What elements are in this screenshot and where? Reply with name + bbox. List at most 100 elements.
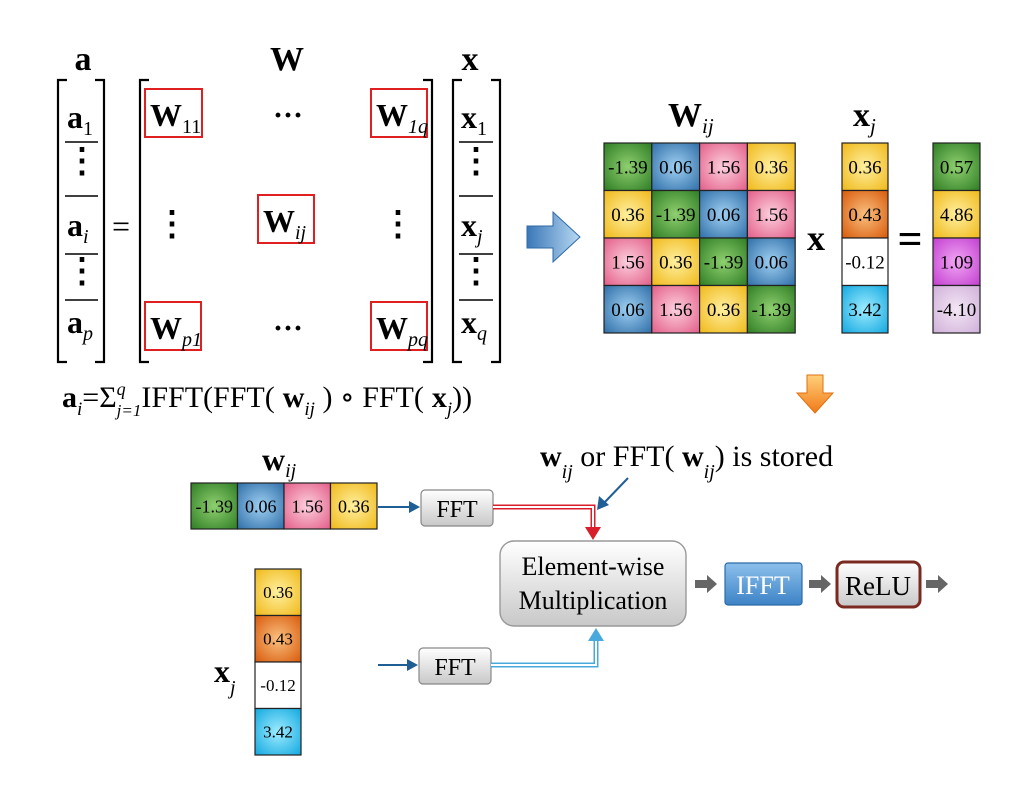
pipeline-x-cell-0: 0.36	[254, 568, 302, 617]
x-vdots: ⋮	[459, 253, 493, 290]
wij-cell-r0c2: 1.56	[698, 142, 748, 192]
pipeline-x-cell-2-value: -0.12	[260, 676, 295, 695]
circulant-formula: ai=Σq j=1IFFT(FFT(wij ) ∘ FFT(xj))	[62, 379, 472, 420]
note-pointer-icon	[597, 496, 609, 510]
block-w1q-highlight	[370, 88, 428, 138]
wij-cell-r1c1-fill	[651, 189, 701, 239]
result-cell-0: 0.57	[932, 142, 981, 192]
xj-cell-1-value: 0.43	[848, 205, 881, 226]
product-equals-sign: =	[897, 215, 922, 264]
result-cell-2-fill	[932, 237, 981, 287]
block-wij: Wij	[263, 203, 307, 244]
pipeline-w-cell-1-fill	[236, 482, 285, 530]
xj-cell-0-fill	[841, 142, 889, 192]
wij-cell-r3c0-value: 0.06	[611, 300, 644, 321]
a-entry-i: ai	[67, 207, 89, 248]
xj-cell-2-value: -0.12	[845, 252, 885, 273]
w-hdots-top: ···	[273, 99, 303, 132]
w-matrix-title: W	[270, 41, 304, 78]
relu-label: ReLU	[845, 571, 911, 601]
wij-cell-r3c1-fill	[651, 284, 701, 334]
pipeline-w-cell-0-fill	[190, 482, 239, 530]
relu-box-shape	[835, 560, 922, 609]
arrow-to-ifft-icon	[695, 575, 717, 593]
block-wpq-highlight	[370, 301, 428, 351]
wij-cell-r0c0-value: -1.39	[608, 157, 648, 178]
arrow-w-to-fft-icon	[409, 501, 420, 513]
block-w11-highlight	[144, 88, 203, 138]
block-arrow-down-icon	[795, 374, 835, 414]
product-x-label: xj	[853, 97, 876, 138]
wij-cell-r3c3: -1.39	[746, 284, 796, 334]
elementwise-multiplication-box: Element-wise Multiplication	[499, 540, 687, 627]
storage-note: wij or FFT( wij) is stored	[540, 440, 833, 483]
xj-cell-2-fill	[841, 237, 889, 287]
block-wp1: Wp1	[150, 310, 202, 351]
wij-cell-r3c3-value: -1.39	[752, 300, 792, 321]
pipeline-x-cell-1-value: 0.43	[263, 630, 293, 649]
wij-cell-r1c2-value: 0.06	[707, 205, 740, 226]
wij-cell-r1c1: -1.39	[651, 189, 701, 239]
wij-cell-r3c1-value: 1.56	[659, 300, 692, 321]
wij-cell-r1c1-value: -1.39	[656, 205, 696, 226]
w-vdots-right: ⋮	[381, 206, 415, 243]
x-vector-title: x	[462, 41, 479, 78]
arrow-down-red-icon	[585, 527, 601, 540]
pipeline-x-cell-0-value: 0.36	[263, 583, 293, 602]
wij-cell-r3c0: 0.06	[603, 284, 653, 334]
wij-cell-r0c3-value: 0.36	[755, 157, 788, 178]
block-wij-highlight	[257, 194, 315, 244]
xj-cell-2: -0.12	[841, 237, 889, 287]
wij-cell-r2c2-value: -1.39	[704, 252, 744, 273]
xj-cell-0-value: 0.36	[848, 157, 881, 178]
wij-cell-r2c0-value: 1.56	[611, 252, 644, 273]
wij-cell-r2c3-value: 0.06	[755, 252, 788, 273]
pipeline-x-label: xj	[214, 653, 236, 699]
fft-box-x: FFT	[418, 647, 492, 685]
result-cell-3-fill	[932, 284, 981, 334]
result-cell-1-value: 4.86	[940, 205, 973, 226]
result-cell-2-value: 1.09	[940, 252, 973, 273]
wij-cell-r3c0-fill	[603, 284, 653, 334]
a-vdots: ⋮	[65, 253, 99, 290]
result-cell-3-value: -4.10	[937, 300, 977, 321]
block-wpq: Wpq	[376, 310, 428, 351]
ifft-box: IFFT	[724, 562, 803, 606]
block-w11: W11	[150, 97, 201, 138]
wij-cell-r1c2-fill	[698, 189, 748, 239]
result-cell-3: -4.10	[932, 284, 981, 334]
a-entry-1: a1	[67, 99, 93, 140]
a-right-bracket	[95, 78, 106, 364]
xj-cell-3-fill	[841, 284, 889, 334]
wij-cell-r0c0: -1.39	[603, 142, 653, 192]
pipeline-w-cell-0-value: -1.39	[196, 496, 234, 516]
wij-cell-r1c3: 1.56	[746, 189, 796, 239]
xj-cell-1: 0.43	[841, 189, 889, 239]
w-hdots-bottom: ···	[273, 312, 303, 345]
pipeline-w-cell-1-value: 0.06	[245, 496, 277, 516]
wij-cell-r3c3-fill	[746, 284, 796, 334]
connector-fft-x-inner	[491, 640, 597, 666]
wij-cell-r2c1-value: 0.36	[659, 252, 692, 273]
w-vdots-left: ⋮	[155, 206, 189, 243]
xj-cell-0: 0.36	[841, 142, 889, 192]
wij-cell-r2c2: -1.39	[698, 237, 748, 287]
x-vdots: ⋮	[459, 143, 493, 180]
arrow-x-to-fft-icon	[407, 659, 418, 671]
x-left-bracket	[451, 78, 462, 364]
pipeline-x-cell-0-fill	[254, 568, 302, 617]
pipeline-w-cell-1: 0.06	[236, 482, 285, 530]
pipeline-x-cell-3: 3.42	[254, 707, 302, 756]
wij-cell-r2c0-fill	[603, 237, 653, 287]
result-cell-1-fill	[932, 189, 981, 239]
fft-box-x-label: FFT	[434, 655, 476, 681]
note-pointer-shaft	[603, 477, 629, 504]
ifft-label: IFFT	[736, 571, 790, 600]
connector-fft-x-outer	[491, 640, 599, 668]
elementwise-line2: Multiplication	[519, 586, 668, 615]
block-w1q: W1q	[376, 97, 428, 138]
pipeline-w-cell-2: 1.56	[283, 482, 332, 530]
connector-fft-w-outer	[493, 504, 596, 528]
